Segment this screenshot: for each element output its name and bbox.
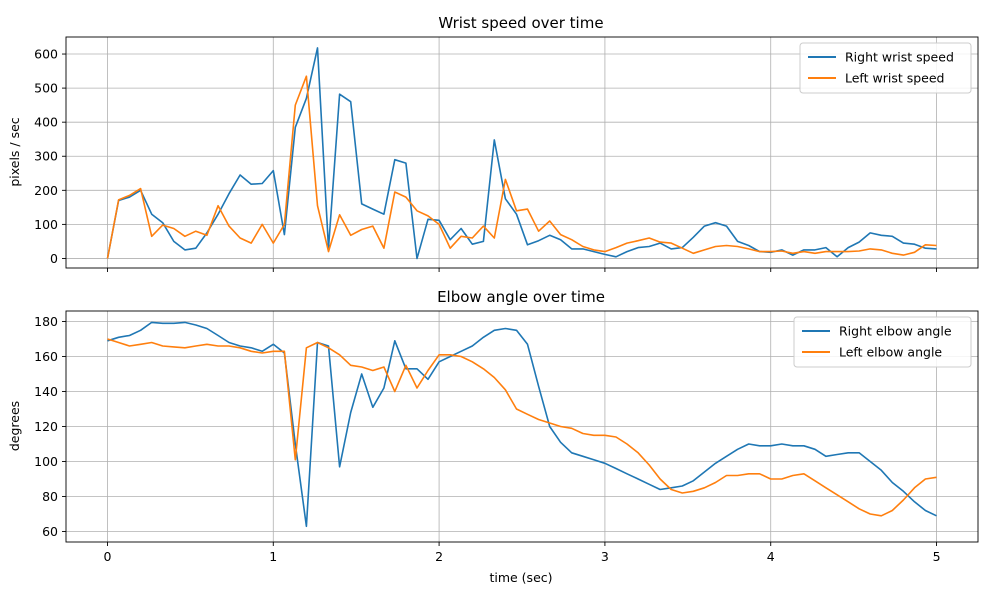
elbow-angle-xtick-label: 5 <box>933 549 941 564</box>
wrist-speed-legend-box <box>799 42 972 94</box>
wrist-speed-ylabel: pixels / sec <box>7 117 22 186</box>
elbow-angle-xtick-label: 4 <box>767 549 775 564</box>
elbow-angle-legend: Right elbow angle Left elbow angle <box>793 316 972 368</box>
left-elbow-angle-legend-label: Left elbow angle <box>839 345 942 360</box>
wrist-speed-ytick-label: 0 <box>50 251 58 266</box>
elbow-angle-ylabel: degrees <box>7 401 22 451</box>
elbow-angle-ytick-label: 120 <box>34 419 58 434</box>
wrist-speed-ytick-label: 500 <box>34 81 58 96</box>
right-elbow-angle-line <box>107 321 937 528</box>
elbow-angle-ytick-label: 160 <box>34 349 58 364</box>
wrist-speed-lines <box>106 47 937 260</box>
wrist-speed-ytick-label: 300 <box>34 149 58 164</box>
right-wrist-speed-legend-label: Right wrist speed <box>845 50 954 65</box>
elbow-angle-ytick-label: 80 <box>42 489 58 504</box>
wrist-speed-chart: Wrist speed over time 0 100 200 300 400 500 60… <box>7 14 979 272</box>
elbow-angle-ytick-label: 140 <box>34 384 58 399</box>
elbow-angle-lines <box>107 321 937 528</box>
left-wrist-speed-line <box>106 75 937 259</box>
elbow-angle-ytick-label: 60 <box>42 524 58 539</box>
elbow-angle-xtick-label: 0 <box>103 549 111 564</box>
wrist-speed-legend: Right wrist speed Left wrist speed <box>799 42 972 94</box>
elbow-angle-ytick-label: 180 <box>34 314 58 329</box>
elbow-angle-ticks: 0 1 2 3 4 5 60 80 100 120 140 160 180 <box>34 314 940 564</box>
wrist-speed-ticks: 0 100 200 300 400 500 600 <box>34 47 937 272</box>
elbow-angle-title: Elbow angle over time <box>437 288 605 306</box>
wrist-speed-ytick-label: 400 <box>34 115 58 130</box>
wrist-speed-ytick-label: 200 <box>34 183 58 198</box>
elbow-angle-chart: Elbow angle over time 0 1 2 3 4 5 60 80 100 120 14… <box>7 288 979 585</box>
right-elbow-angle-legend-label: Right elbow angle <box>839 324 952 339</box>
elbow-angle-xlabel: time (sec) <box>489 570 552 585</box>
elbow-angle-xtick-label: 1 <box>269 549 277 564</box>
wrist-speed-frame <box>65 36 979 269</box>
elbow-angle-ytick-label: 100 <box>34 454 58 469</box>
elbow-angle-xtick-label: 3 <box>601 549 609 564</box>
wrist-speed-title: Wrist speed over time <box>438 14 603 32</box>
wrist-speed-ytick-label: 100 <box>34 217 58 232</box>
elbow-angle-legend-box <box>793 316 972 368</box>
wrist-speed-ytick-label: 600 <box>34 47 58 62</box>
left-wrist-speed-legend-label: Left wrist speed <box>845 71 944 86</box>
elbow-angle-xtick-label: 2 <box>435 549 443 564</box>
left-elbow-angle-line <box>107 338 937 517</box>
